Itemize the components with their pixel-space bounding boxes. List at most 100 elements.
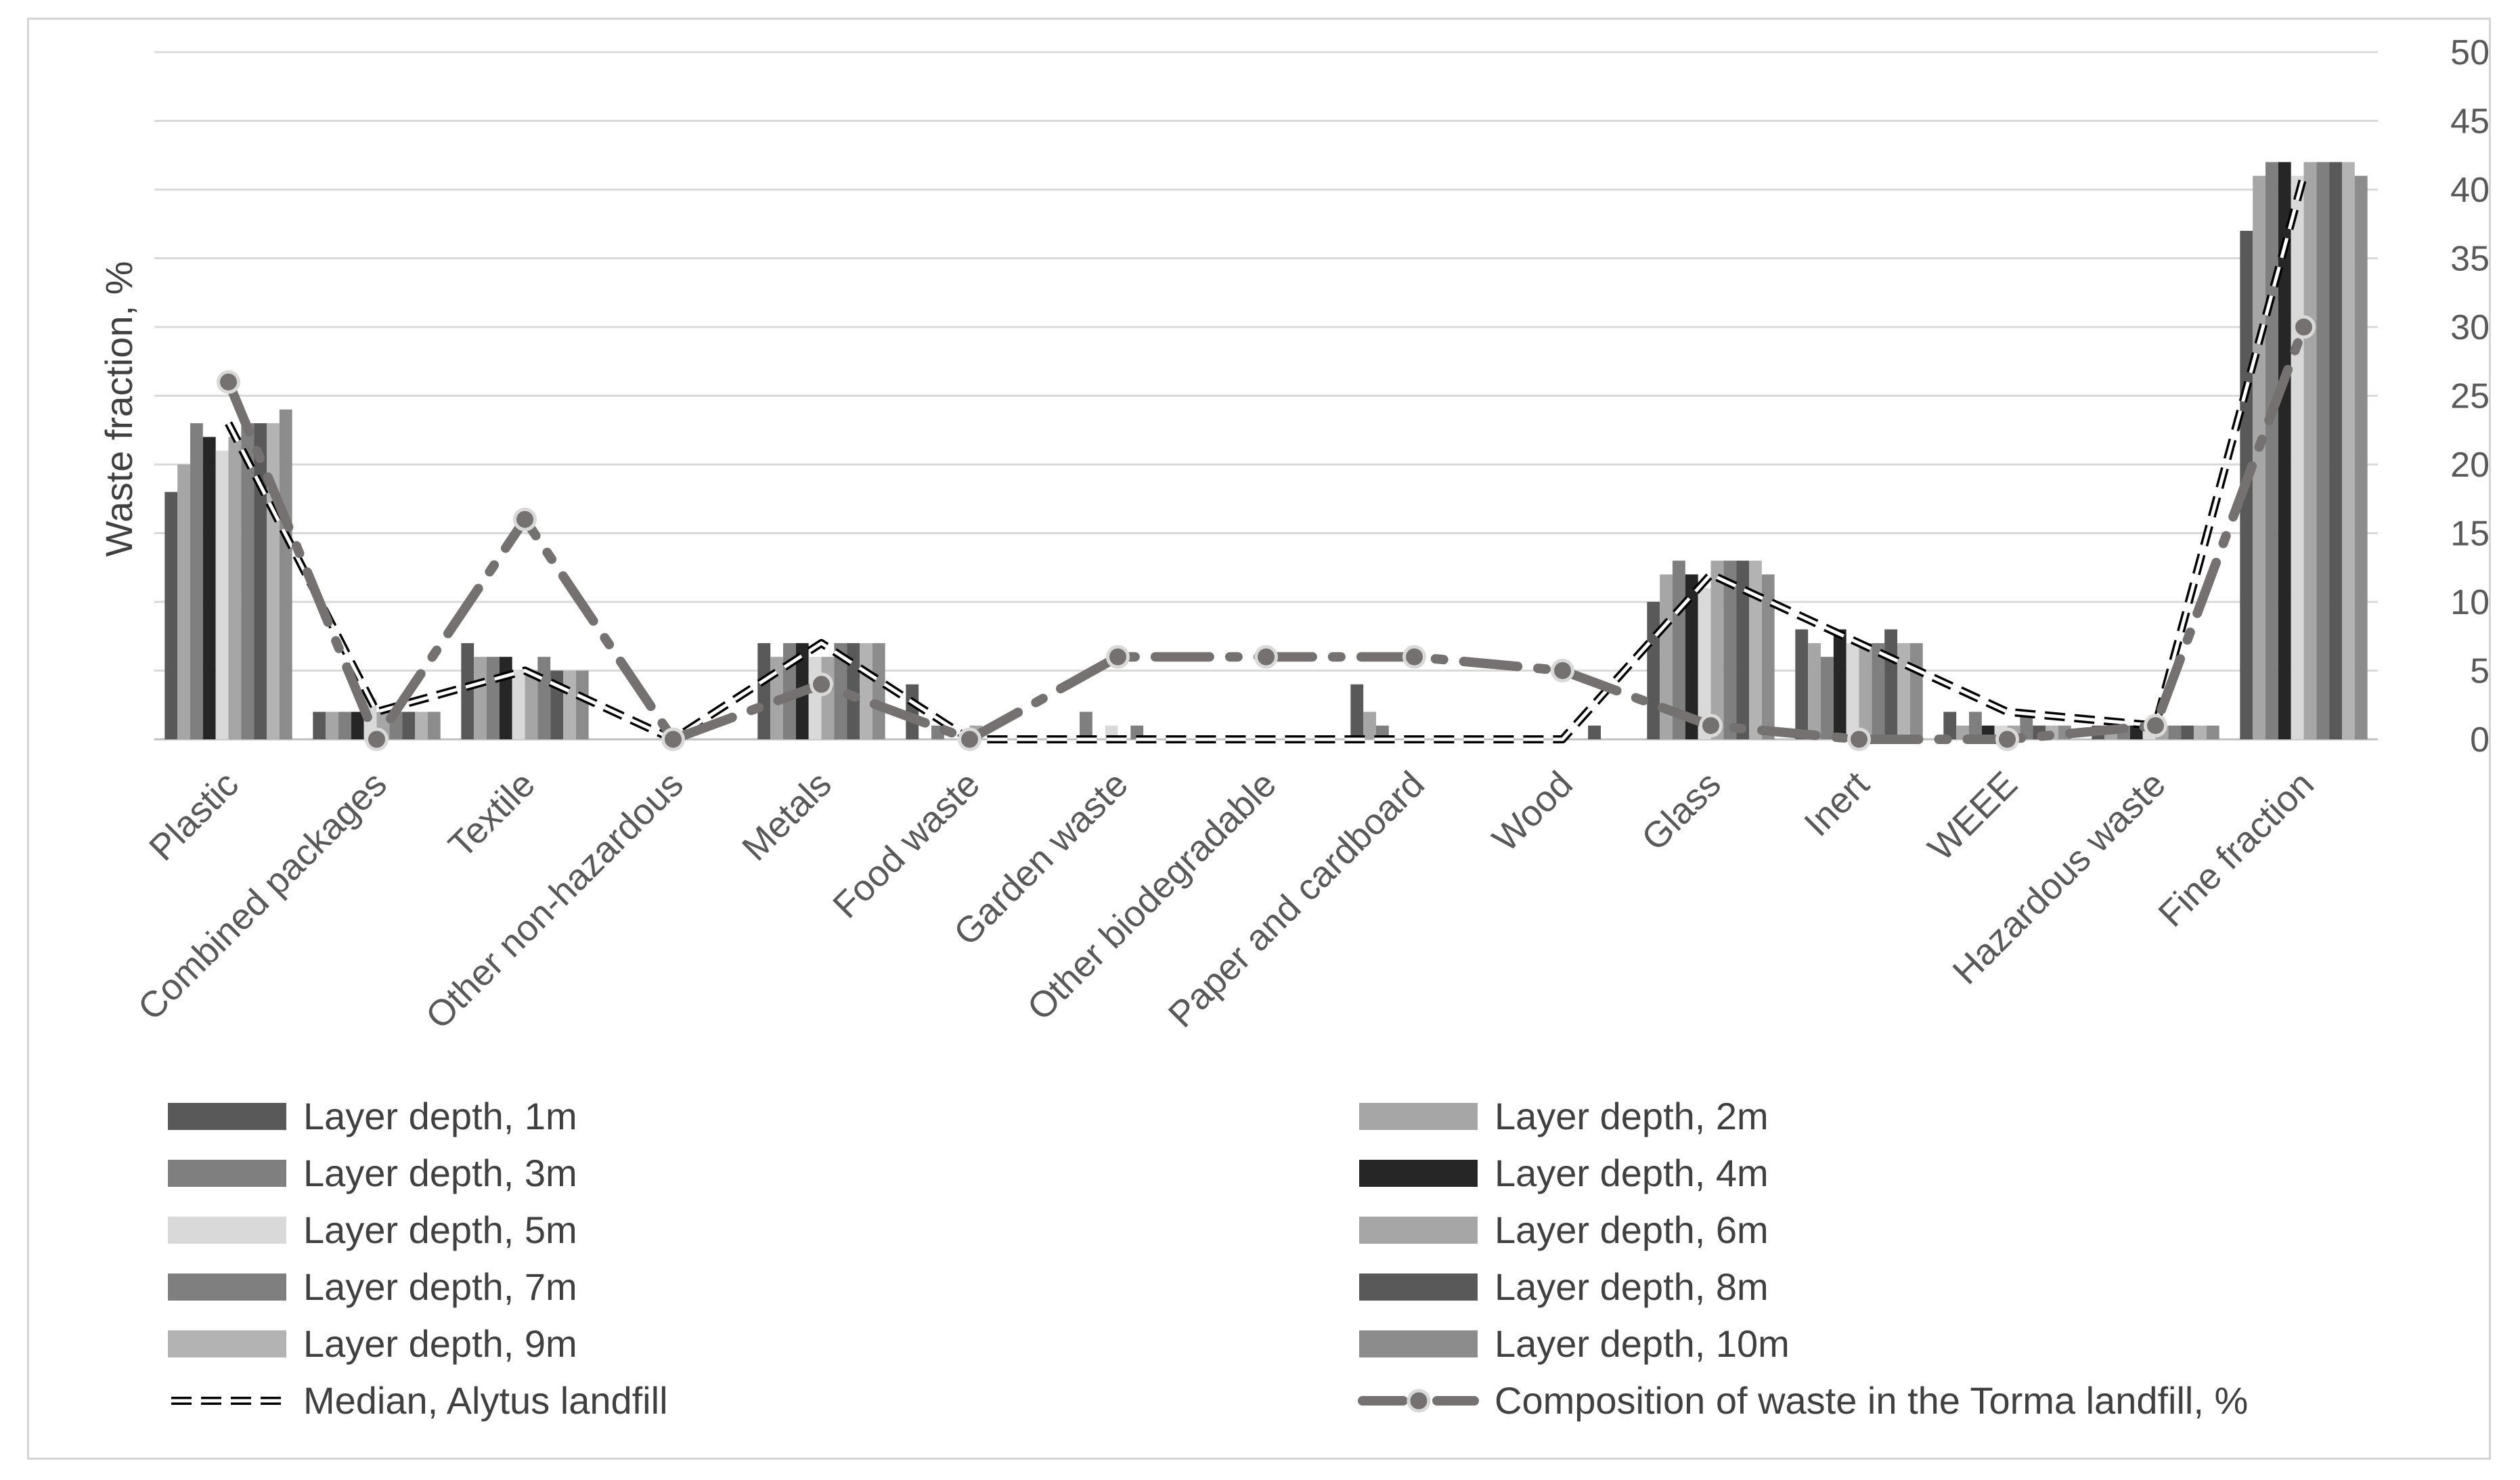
- bar-hazardous-waste-layer-depth-4m: [2129, 725, 2143, 739]
- median-line: [227, 175, 2305, 741]
- bar-weee-layer-depth-1m: [1943, 712, 1957, 739]
- legend-label: Layer depth, 5m: [303, 1209, 577, 1251]
- bar-fine-fraction-layer-depth-3m: [2265, 162, 2278, 739]
- torma-point-other-biodegradable: [1254, 645, 1278, 669]
- bar-plastic-layer-depth-2m: [177, 464, 190, 739]
- y-tick-label: 15: [2450, 515, 2490, 554]
- bar-plastic-layer-depth-1m: [164, 492, 178, 739]
- legend-label: Layer depth, 3m: [303, 1152, 577, 1194]
- bar-combined-packages-layer-depth-9m: [415, 712, 428, 739]
- y-tick-label: 50: [2450, 33, 2490, 72]
- legend-swatch: [168, 1330, 286, 1357]
- legend-swatch: [1359, 1217, 1478, 1244]
- torma-point-inert: [1847, 727, 1871, 752]
- torma-point-textile: [513, 507, 537, 531]
- bar-metals-layer-depth-5m: [808, 657, 822, 739]
- bar-glass-layer-depth-2m: [1660, 574, 1673, 739]
- category-label-fine-fraction: Fine fraction: [2150, 764, 2322, 935]
- series-lines: [217, 175, 2316, 752]
- bar-garden-waste-layer-depth-3m: [1079, 712, 1092, 739]
- legend-label: Layer depth, 2m: [1495, 1095, 1769, 1137]
- torma-point-wood: [1551, 659, 1574, 682]
- bar-glass-layer-depth-9m: [1749, 561, 1762, 739]
- legend-item-layer-depth-6m: Layer depth, 6m: [1359, 1209, 1769, 1251]
- y-tick-label: 0: [2470, 720, 2490, 760]
- torma-point-food-waste: [958, 727, 981, 752]
- bar-textile-layer-depth-1m: [461, 643, 474, 739]
- y-axis-ticks: 0 5 10 15 20 25 30 35 40 45 50: [2450, 33, 2490, 760]
- bar-plastic-layer-depth-4m: [202, 437, 216, 739]
- legend-label: Layer depth, 8m: [1495, 1265, 1769, 1308]
- bar-inert-layer-depth-8m: [1884, 629, 1898, 739]
- y-tick-label: 25: [2450, 377, 2490, 416]
- legend-label: Layer depth, 10m: [1495, 1322, 1790, 1365]
- torma-point-other-non-hazardous: [661, 727, 685, 752]
- legend-swatch: [168, 1160, 286, 1187]
- category-label-glass: Glass: [1634, 764, 1729, 858]
- bar-fine-fraction-layer-depth-4m: [2278, 162, 2291, 739]
- bar-glass-layer-depth-6m: [1710, 561, 1724, 739]
- category-label-paper-and-cardboard: Paper and cardboard: [1161, 764, 1432, 1035]
- bar-textile-layer-depth-10m: [575, 670, 589, 739]
- bar-hazardous-waste-layer-depth-7m: [2168, 725, 2182, 739]
- bar-fine-fraction-layer-depth-9m: [2342, 162, 2355, 739]
- category-label-other-biodegradable: Other biodegradable: [1019, 764, 1284, 1028]
- torma-point-plastic: [217, 370, 240, 394]
- bar-metals-layer-depth-6m: [821, 657, 835, 739]
- legend-label: Layer depth, 6m: [1495, 1209, 1769, 1251]
- legend-label: Layer depth, 9m: [303, 1322, 577, 1365]
- bar-fine-fraction-layer-depth-5m: [2291, 175, 2304, 739]
- bar-combined-packages-layer-depth-10m: [427, 712, 441, 739]
- bar-metals-layer-depth-9m: [860, 643, 872, 739]
- legend-label: Layer depth, 7m: [303, 1265, 577, 1308]
- bar-inert-layer-depth-10m: [1909, 643, 1923, 739]
- bar-plastic-layer-depth-9m: [267, 423, 280, 739]
- bar-plastic-layer-depth-3m: [190, 423, 203, 739]
- bar-plastic-layer-depth-10m: [279, 409, 292, 739]
- torma-point-metals: [810, 672, 833, 697]
- y-tick-label: 40: [2450, 171, 2490, 210]
- category-label-inert: Inert: [1796, 764, 1877, 844]
- legend-item-layer-depth-9m: Layer depth, 9m: [168, 1322, 577, 1365]
- legend-label: Median, Alytus landfill: [303, 1379, 668, 1422]
- bar-plastic-layer-depth-6m: [228, 437, 242, 739]
- category-label-other-non-hazardous: Other non-hazardous: [418, 764, 691, 1037]
- bar-glass-layer-depth-4m: [1685, 574, 1698, 739]
- chart-frame: 0 5 10 15 20 25 30 35 40 45 50 Plastic Combined pac…: [27, 18, 2491, 1460]
- y-tick-label: 10: [2450, 583, 2490, 622]
- legend-label: Layer depth, 1m: [303, 1095, 577, 1137]
- torma-point-garden-waste: [1106, 645, 1130, 669]
- bar-plastic-layer-depth-5m: [215, 450, 229, 739]
- bar-textile-layer-depth-5m: [512, 670, 525, 739]
- bar-combined-packages-layer-depth-1m: [313, 712, 326, 739]
- torma-point-combined-packages: [365, 727, 389, 752]
- legend-label: Layer depth, 4m: [1495, 1152, 1769, 1194]
- legend-swatch: [168, 1274, 286, 1301]
- y-tick-label: 45: [2450, 102, 2490, 142]
- y-tick-label: 35: [2450, 240, 2490, 279]
- torma-point-fine-fraction: [2292, 315, 2316, 339]
- bar-glass-layer-depth-7m: [1723, 561, 1737, 739]
- legend-swatch: [168, 1103, 286, 1130]
- bar-inert-layer-depth-5m: [1846, 643, 1859, 739]
- bar-inert-layer-depth-2m: [1808, 643, 1821, 739]
- bar-textile-layer-depth-2m: [474, 657, 487, 739]
- bar-textile-layer-depth-9m: [563, 670, 576, 739]
- bar-plastic-layer-depth-7m: [241, 423, 255, 739]
- bar-combined-packages-layer-depth-8m: [402, 712, 416, 739]
- legend-item-layer-depth-8m: Layer depth, 8m: [1359, 1265, 1769, 1308]
- category-label-textile: Textile: [441, 764, 543, 866]
- bar-combined-packages-layer-depth-4m: [351, 712, 364, 739]
- bar-fine-fraction-layer-depth-8m: [2329, 162, 2343, 739]
- legend-item-median-alytus-landfill: Median, Alytus landfill: [171, 1379, 668, 1422]
- legend-item-composition-of-waste-in-the-torma-landfill: Composition of waste in the Torma landfi…: [1358, 1379, 2248, 1422]
- bar-inert-layer-depth-7m: [1872, 643, 1885, 739]
- bar-textile-layer-depth-7m: [537, 657, 551, 739]
- category-label-weee: WEEE: [1920, 764, 2025, 869]
- torma-point-glass: [1699, 714, 1723, 738]
- category-label-combined-packages: Combined packages: [130, 764, 395, 1028]
- legend-item-layer-depth-5m: Layer depth, 5m: [168, 1209, 577, 1251]
- category-label-food-waste: Food waste: [825, 764, 988, 926]
